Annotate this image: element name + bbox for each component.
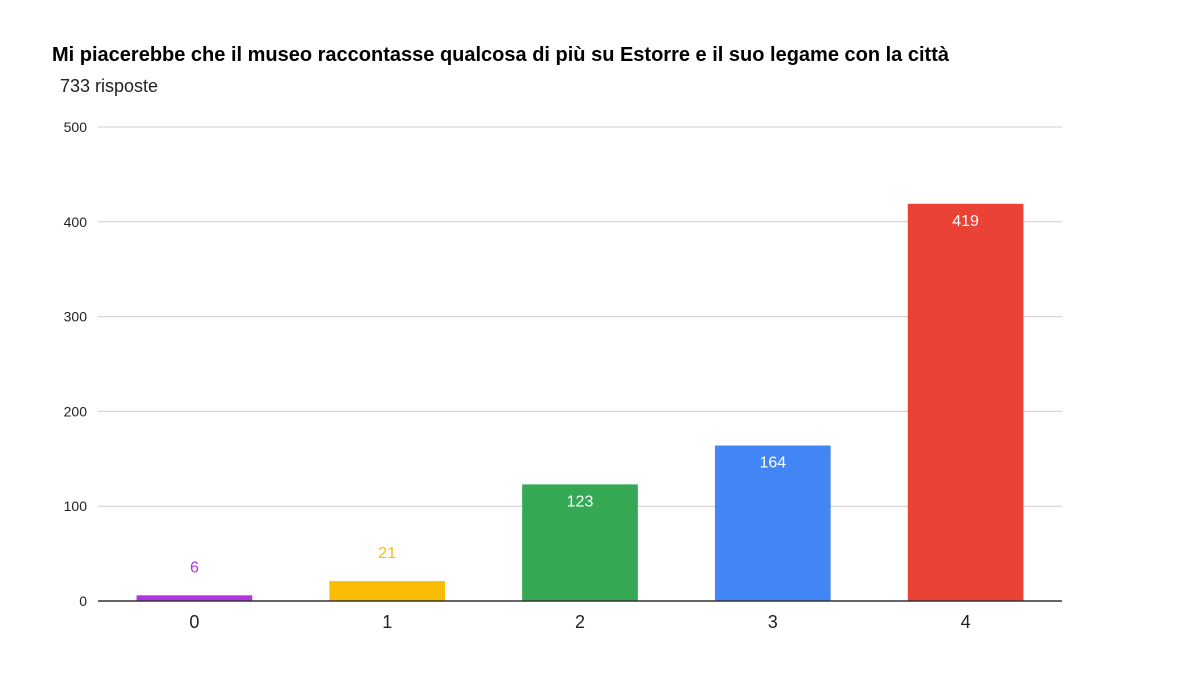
chart-title: Mi piacerebbe che il museo raccontasse q…	[52, 44, 949, 66]
x-tick-label: 0	[189, 612, 199, 632]
data-label: 21	[378, 545, 396, 562]
y-tick-label: 200	[64, 403, 88, 419]
data-label: 419	[952, 213, 979, 230]
x-tick-label: 1	[382, 612, 392, 632]
y-tick-label: 0	[79, 593, 87, 609]
bar	[136, 595, 253, 601]
x-tick-label: 3	[768, 612, 778, 632]
data-label: 6	[190, 559, 199, 576]
y-tick-label: 500	[64, 119, 88, 135]
data-label: 123	[567, 493, 594, 510]
bar	[329, 581, 446, 601]
bar	[907, 203, 1024, 601]
chart-subtitle: 733 risposte	[60, 76, 159, 96]
bar	[522, 484, 638, 601]
y-tick-label: 300	[64, 309, 88, 325]
data-label: 164	[759, 455, 786, 472]
x-tick-label: 2	[575, 612, 585, 632]
y-tick-label: 100	[64, 498, 88, 514]
y-tick-label: 400	[64, 214, 88, 230]
x-tick-label: 4	[961, 612, 971, 632]
bar	[714, 445, 831, 601]
